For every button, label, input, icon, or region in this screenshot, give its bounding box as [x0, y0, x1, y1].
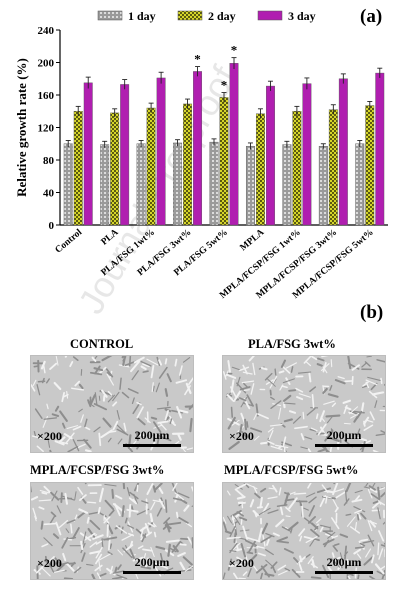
bar [120, 84, 130, 226]
x-tick-label: MPLA [239, 228, 267, 254]
bar [73, 111, 83, 226]
significance-marker: * [194, 52, 201, 67]
bar [255, 113, 265, 226]
legend-label: 2 day [208, 9, 236, 23]
y-tick-label: 160 [38, 90, 55, 102]
bar [375, 72, 385, 226]
micrograph-title-pla-fsg-3wt: PLA/FSG 3wt% [248, 337, 336, 351]
significance-marker: * [221, 78, 228, 93]
x-tick-label: Control [54, 227, 85, 255]
y-tick-label: 120 [38, 123, 55, 135]
bar [219, 97, 229, 226]
panel-b-label: (b) [360, 302, 384, 323]
legend-swatch [177, 10, 203, 21]
scale-bar-label: 200μm [326, 428, 362, 442]
y-tick-label: 0 [49, 220, 55, 232]
y-tick-label: 240 [38, 25, 55, 37]
magnification-label: ×200 [229, 429, 254, 443]
scale-bar-label: 200μm [326, 555, 362, 569]
y-axis-label: Relative growth rate (%) [14, 58, 29, 197]
bar [83, 82, 93, 226]
panel-a-label: (a) [360, 6, 383, 27]
micrograph-pla-fsg-3wt: ×200 200μm [222, 355, 386, 453]
bar [292, 111, 302, 226]
bar [245, 145, 255, 226]
magnification-label: ×200 [37, 556, 62, 570]
bar [318, 145, 328, 226]
bar [146, 107, 156, 226]
bar [229, 63, 239, 226]
y-tick-label: 40 [43, 188, 55, 200]
y-tick-label: 200 [38, 58, 55, 70]
legend-label: 1 day [128, 9, 156, 23]
magnification-label: ×200 [229, 556, 254, 570]
micrograph-control: ×200 200μm [30, 355, 194, 453]
bar [282, 144, 292, 226]
legend-swatch [257, 10, 283, 21]
bar-chart: 0 40 80 120 160 200 240 Relative growth rate (%… [14, 9, 388, 300]
scale-bar-label: 200μm [134, 428, 170, 442]
bar [355, 143, 365, 226]
legend-swatch [97, 10, 123, 21]
micrograph-title-control: CONTROL [70, 337, 134, 351]
scale-bar [315, 444, 373, 447]
bar [183, 103, 193, 226]
legend-label: 3 day [288, 9, 316, 23]
scale-bar [315, 571, 373, 574]
bar [265, 85, 275, 226]
micrograph-title-mpla-fcsp-fsg-5wt: MPLA/FCSP/FSG 5wt% [224, 463, 359, 477]
micrograph-title-mpla-fcsp-fsg-3wt: MPLA/FCSP/FSG 3wt% [30, 463, 165, 477]
bar [136, 143, 146, 226]
x-tick-label: PLA [100, 228, 121, 248]
bar [338, 78, 348, 226]
scale-bar [123, 444, 181, 447]
bar [209, 141, 219, 226]
bar [328, 109, 338, 226]
scale-bar-label: 200μm [134, 555, 170, 569]
bar [63, 143, 73, 226]
bar [173, 142, 183, 226]
magnification-label: ×200 [37, 429, 62, 443]
bar [193, 71, 203, 226]
micrograph-mpla-fcsp-fsg-5wt: ×200 200μm [222, 482, 386, 580]
bar [302, 83, 312, 226]
scale-bar [123, 571, 181, 574]
bar [156, 77, 166, 226]
bar [100, 144, 110, 226]
y-tick-label: 80 [43, 155, 55, 167]
bar [110, 112, 120, 226]
bar [365, 105, 375, 226]
micrograph-mpla-fcsp-fsg-3wt: ×200 200μm [30, 482, 194, 580]
significance-marker: * [231, 43, 238, 58]
